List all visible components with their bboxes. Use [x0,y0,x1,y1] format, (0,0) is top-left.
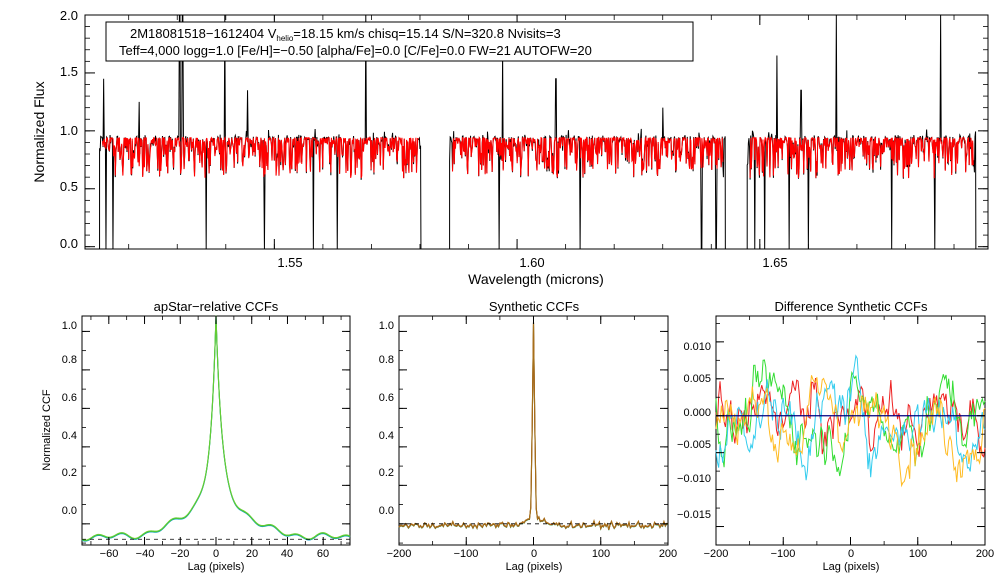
difference-ccf-xtick-label: 0 [848,548,854,560]
spectrum-ytick-label: 0.0 [60,236,78,251]
difference-ccf-line [715,377,986,458]
spectrum-observed-line [746,14,977,250]
synthetic-ccf-xtick-label: 0 [531,548,537,560]
apstar-ccf-panel: apStar−relative CCFs −60 −40 −20 0 20 40… [41,299,351,573]
annotation-box [105,21,694,62]
difference-ccf-ytick-label: 0.005 [683,373,711,385]
synthetic-ccf-ytick-label: 0.6 [379,392,394,404]
spectrum-frame [84,14,989,250]
spectrum-xtick-label: 1.55 [277,255,302,270]
spectrum-panel: 1.55 1.60 1.65 0.0 0.5 1.0 1.5 2.0 Wavel… [31,8,989,287]
spectrum-model-line [749,136,974,179]
apstar-ccf-xtick-label: 20 [246,548,258,560]
difference-ccf-x-axis-label: Lag (pixels) [823,561,880,573]
difference-ccf-ytick-label: −0.015 [677,509,711,521]
synthetic-ccf-xtick-label: 200 [659,548,677,560]
synthetic-ccf-traces [398,322,669,531]
apstar-ccf-y-axis-label: Normalized CCF [41,389,53,471]
apstar-ccf-x-axis-label: Lag (pixels) [188,561,245,573]
apstar-ccf-ytick-label: 0.4 [62,430,77,442]
spectrum-ytick-label: 1.0 [60,123,78,138]
difference-ccf-xtick-label: −100 [771,548,796,560]
synthetic-ccf-ytick-label: 0.2 [379,467,394,479]
apstar-ccf-ytick-label: 0.8 [62,354,77,366]
spectrum-ytick-label: 0.5 [60,179,78,194]
difference-ccf-traces [715,354,986,488]
apstar-ccf-xtick-label: 60 [317,548,329,560]
synthetic-ccf-ytick-label: 1.0 [379,320,394,332]
difference-ccf-frame [715,315,986,546]
difference-ccf-line [715,359,986,477]
apstar-ccf-ytick-label: 0.2 [62,467,77,479]
synthetic-ccf-line [398,322,669,530]
synthetic-ccf-ytick-label: 0.4 [379,430,394,442]
apstar-ccf-ytick-label: 0.0 [62,505,77,517]
apstar-ccf-line [81,316,351,542]
apstar-ccf-ytick-label: 1.0 [62,320,77,332]
spectrum-ytick-label: 1.5 [60,64,78,79]
synthetic-ccf-ytick-label: 0.0 [379,505,394,517]
difference-ccf-panel: Difference Synthetic CCFs −200 −100 0 10… [677,299,994,573]
apstar-ccf-xtick-label: 40 [281,548,293,560]
annotation-line-2: Teff=4,000 logg=1.0 [Fe/H]=−0.50 [alpha/… [119,43,592,58]
difference-ccf-ytick-label: −0.010 [677,473,711,485]
spectrum-y-axis-label: Normalized Flux [31,81,47,182]
difference-ccf-ytick-label: 0.000 [683,407,711,419]
synthetic-ccf-ytick-label: 0.8 [379,354,394,366]
spectrum-model-line [101,135,419,179]
synthetic-ccf-xtick-label: 100 [592,548,610,560]
spectrum-model-line [451,135,724,178]
apstar-ccf-xtick-label: −40 [136,548,155,560]
difference-ccf-title: Difference Synthetic CCFs [775,299,928,314]
synthetic-ccf-xtick-label: −100 [454,548,479,560]
spectrum-x-axis-label: Wavelength (microns) [468,271,604,287]
apstar-ccf-xtick-label: 0 [213,548,219,560]
apstar-ccf-xtick-label: −20 [171,548,190,560]
apstar-ccf-traces [81,315,351,542]
apstar-ccf-line [81,315,351,541]
apstar-ccf-frame [81,315,351,546]
spectrum-xtick-label: 1.60 [519,255,544,270]
synthetic-ccf-ticks [398,316,669,545]
apstar-ccf-line [81,316,351,542]
synthetic-ccf-x-axis-label: Lag (pixels) [506,561,563,573]
difference-ccf-xtick-label: 200 [976,548,994,560]
difference-ccf-ytick-label: 0.010 [683,341,711,353]
synthetic-ccf-title: Synthetic CCFs [489,299,580,314]
apstar-ccf-title: apStar−relative CCFs [154,299,279,314]
spectrum-ytick-label: 2.0 [60,8,78,23]
spectrum-traces [99,14,977,250]
annotation-line-1: 2M18081518−1612404 Vhelio=18.15 km/s chi… [130,26,561,43]
spectrum-xtick-label: 1.65 [762,255,787,270]
synthetic-ccf-panel: Synthetic CCFs −200 −100 0 100 200 0.0 0… [379,299,677,573]
difference-ccf-ticks [715,316,986,546]
difference-ccf-line [715,375,986,488]
difference-ccf-ytick-label: −0.005 [677,439,711,451]
synthetic-ccf-xtick-label: −200 [387,548,412,560]
apstar-ccf-xtick-label: −60 [100,548,119,560]
apstar-ccf-ytick-label: 0.6 [62,392,77,404]
difference-ccf-xtick-label: −200 [704,548,729,560]
difference-ccf-xtick-label: 100 [909,548,927,560]
apstar-ccf-ticks [82,316,350,545]
